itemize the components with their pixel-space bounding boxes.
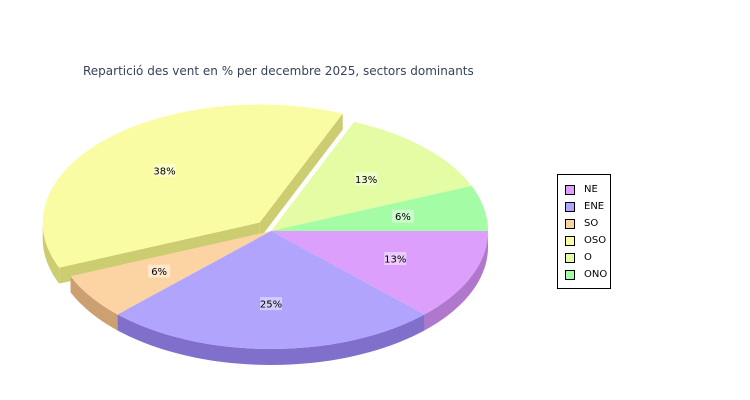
data-label-bg: [391, 209, 414, 223]
legend-swatch: [565, 236, 575, 246]
legend-label: SO: [584, 218, 599, 229]
data-label-SO: 6%: [151, 267, 167, 278]
legend-swatch: [565, 253, 575, 263]
legend-swatch: [565, 202, 575, 212]
data-label-O: 13%: [355, 175, 377, 186]
slice-OSO: [42, 104, 343, 268]
legend-swatch: [565, 270, 575, 280]
slice-side-SO: [70, 276, 118, 331]
data-label-OSO: 38%: [153, 166, 175, 177]
legend-swatch: [565, 219, 575, 229]
slice-ONO: [271, 185, 488, 231]
legend: NE ENE SO OSO O ONO: [557, 174, 611, 289]
data-label-NE: 13%: [384, 254, 406, 265]
slice-NE: [271, 231, 488, 315]
data-label-ENE: 25%: [260, 300, 282, 311]
legend-label: OSO: [584, 235, 607, 246]
legend-label: O: [584, 252, 592, 263]
data-label-bg: [153, 163, 176, 177]
data-label-ONO: 6%: [395, 212, 411, 223]
slice-SO: [70, 231, 271, 315]
slice-wall-OSO: [259, 113, 343, 239]
data-label-bg: [384, 251, 407, 265]
slice-side-NE: [424, 231, 488, 331]
data-label-bg: [148, 264, 171, 278]
slice-side-OSO: [42, 222, 60, 284]
legend-label: ENE: [584, 201, 605, 212]
chart-title: Repartició des vent en % per decembre 20…: [83, 64, 474, 78]
slice-side-ENE: [117, 314, 425, 365]
slice-O: [271, 121, 472, 231]
legend-label: NE: [584, 184, 598, 195]
data-label-bg: [260, 297, 282, 311]
data-label-bg: [355, 172, 378, 186]
slice-ENE: [117, 231, 425, 349]
legend-label: ONO: [584, 269, 608, 280]
legend-swatch: [565, 185, 575, 195]
